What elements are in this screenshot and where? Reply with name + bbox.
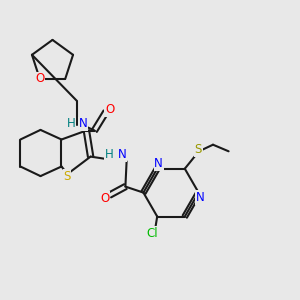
Text: N: N — [118, 148, 127, 161]
Text: O: O — [35, 73, 44, 85]
Text: Cl: Cl — [146, 226, 158, 239]
Text: H: H — [67, 117, 76, 130]
Text: S: S — [63, 170, 70, 183]
Text: H: H — [105, 148, 114, 161]
Text: O: O — [100, 191, 109, 205]
Text: S: S — [195, 143, 202, 156]
Text: O: O — [105, 103, 114, 116]
Text: N: N — [79, 117, 88, 130]
Text: N: N — [196, 191, 205, 204]
Text: N: N — [154, 158, 163, 170]
